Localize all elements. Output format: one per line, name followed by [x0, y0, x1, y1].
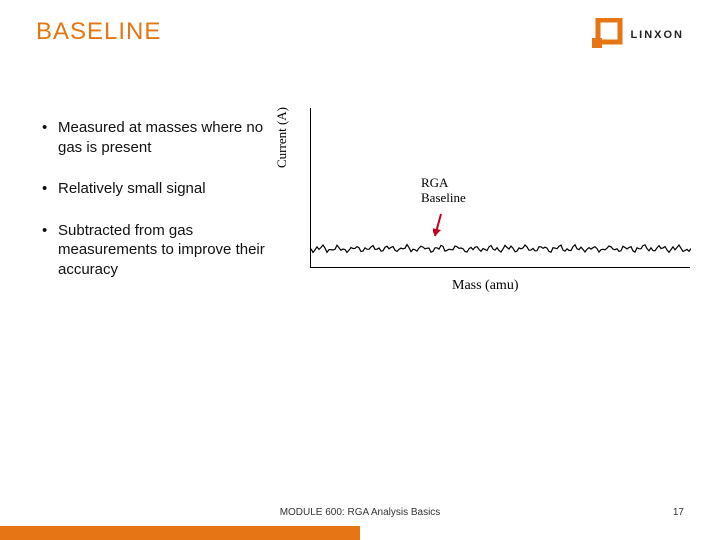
- list-item: Relatively small signal: [42, 179, 282, 199]
- annotation-arrow-icon: [433, 212, 453, 242]
- baseline-chart: Current (A) RGABaseline Mass (amu): [292, 108, 692, 288]
- list-item: Subtracted from gas measurements to impr…: [42, 221, 282, 280]
- baseline-trace: [311, 108, 691, 268]
- x-axis-label: Mass (amu): [452, 278, 519, 294]
- plot-area: RGABaseline: [310, 108, 690, 268]
- slide-title: BASELINE: [36, 18, 161, 46]
- footer-accent-bar: [0, 526, 360, 540]
- bullet-list: Measured at masses where no gas is prese…: [42, 118, 282, 301]
- logo-brand-text: LINXON: [630, 29, 684, 41]
- y-axis-label: Current (A): [274, 107, 290, 168]
- footer-module: MODULE 600: RGA Analysis Basics: [0, 507, 720, 518]
- page-number: 17: [673, 507, 684, 518]
- brand-logo: LINXON: [590, 18, 684, 52]
- list-item: Measured at masses where no gas is prese…: [42, 118, 282, 157]
- logo-icon: [590, 18, 624, 52]
- chart-annotation: RGABaseline: [421, 176, 466, 206]
